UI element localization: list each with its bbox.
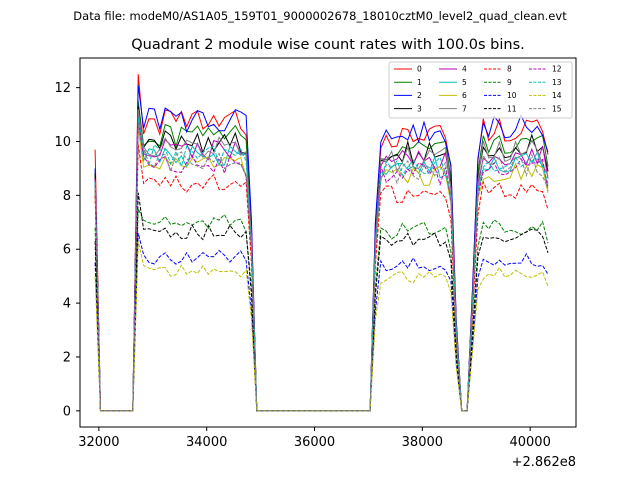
series-layer	[94, 74, 549, 412]
x-tick-label: 36000	[294, 435, 335, 450]
y-tick-label: 0	[63, 404, 71, 419]
legend-label-8: 8	[507, 65, 512, 74]
legend-label-4: 4	[462, 65, 467, 74]
legend-label-11: 11	[507, 104, 517, 113]
x-tick-label: 38000	[402, 435, 443, 450]
legend-label-14: 14	[552, 91, 562, 100]
series-line-15	[94, 125, 549, 412]
plot-frame	[79, 57, 577, 428]
legend-label-5: 5	[462, 78, 467, 87]
legend-label-6: 6	[462, 91, 467, 100]
legend-frame	[388, 61, 573, 119]
legend-label-13: 13	[552, 78, 562, 87]
legend-label-10: 10	[507, 91, 517, 100]
legend-label-3: 3	[417, 104, 422, 113]
series-line-14	[94, 241, 549, 412]
y-tick-label: 6	[63, 243, 71, 258]
y-tick-label: 2	[63, 350, 71, 365]
x-tick-label: 40000	[509, 435, 550, 450]
y-tick-label: 12	[54, 81, 71, 96]
chart-title: Quadrant 2 module wise count rates with …	[131, 37, 525, 53]
x-offset-label: +2.862e8	[512, 455, 576, 470]
y-tick-label: 10	[54, 135, 71, 150]
legend-label-0: 0	[417, 65, 422, 74]
y-tick-label: 8	[63, 189, 71, 204]
legend-label-7: 7	[462, 104, 467, 113]
legend-label-12: 12	[552, 65, 562, 74]
series-line-10	[94, 232, 549, 412]
x-tick-label: 34000	[186, 435, 227, 450]
legend-label-9: 9	[507, 78, 512, 87]
legend-label-15: 15	[552, 104, 562, 113]
legend-label-2: 2	[417, 91, 422, 100]
chart-suptitle: Data file: modeM0/AS1A05_159T01_90000026…	[73, 9, 567, 23]
x-tick-label: 32000	[78, 435, 119, 450]
legend-label-1: 1	[417, 78, 422, 87]
y-tick-label: 4	[63, 297, 71, 312]
